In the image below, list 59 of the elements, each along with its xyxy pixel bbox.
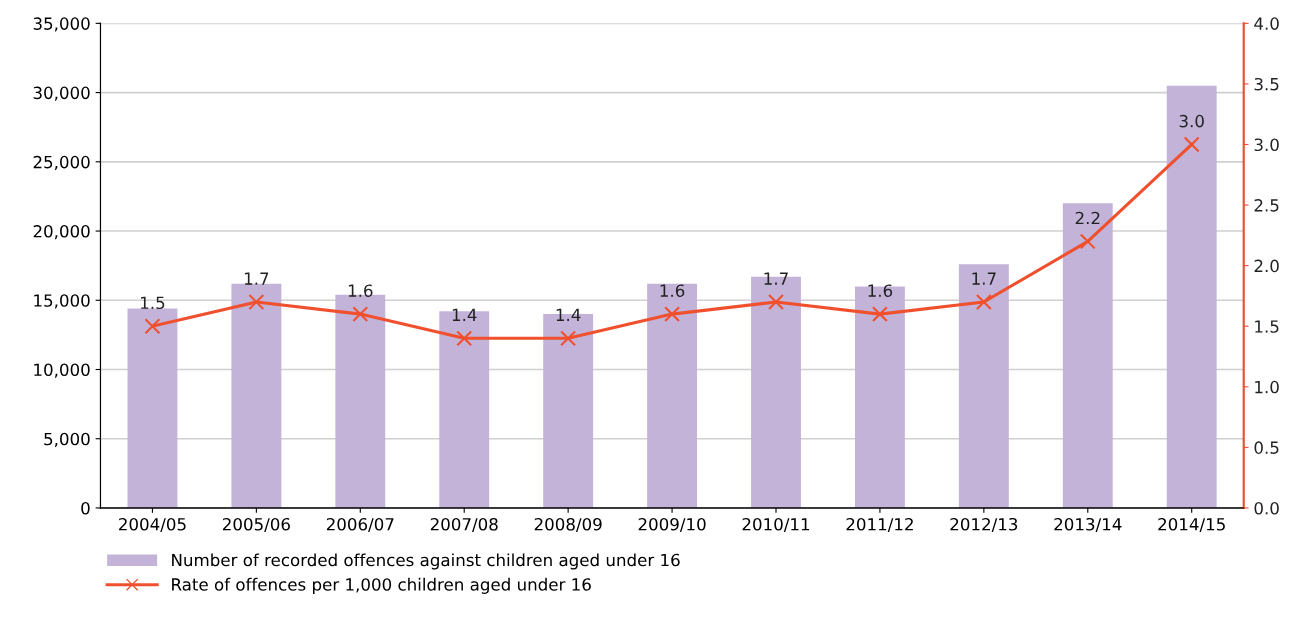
point bbox=[975, 294, 992, 310]
x-tick-label: 2012/13 bbox=[950, 517, 1018, 532]
bar bbox=[127, 308, 178, 508]
y-tick-label: 25,000 bbox=[33, 155, 90, 171]
point bbox=[456, 330, 473, 347]
data-label: 1.4 bbox=[556, 308, 581, 321]
y2-tick-label: 0.0 bbox=[1254, 501, 1279, 515]
legend-label: Number of recorded offences against children aged under 16 bbox=[172, 553, 680, 570]
data-label: 1.7 bbox=[972, 272, 996, 285]
bar bbox=[854, 286, 905, 508]
x-tick-label: 2010/11 bbox=[742, 517, 810, 532]
y2-tick-label: 4.0 bbox=[1254, 17, 1279, 30]
data-label: 2.2 bbox=[1075, 211, 1100, 225]
point bbox=[664, 306, 681, 323]
y2-tick-label: 1.0 bbox=[1255, 380, 1279, 394]
data-label: 1.4 bbox=[452, 308, 477, 321]
bar bbox=[1062, 203, 1113, 508]
y-tick-label: 15,000 bbox=[34, 294, 90, 309]
data-label: 1.6 bbox=[660, 284, 685, 297]
x-tick-label: 2006/07 bbox=[326, 517, 394, 532]
x-tick-label: 2007/08 bbox=[430, 517, 498, 532]
x-tick-label: 2009/10 bbox=[638, 517, 706, 532]
y-tick-label: 30,000 bbox=[33, 86, 90, 101]
x-tick-label: 2013/14 bbox=[1054, 517, 1122, 532]
point bbox=[1079, 233, 1096, 250]
y2-tick-label: 3.5 bbox=[1254, 77, 1279, 91]
y2-tick-label: 1.5 bbox=[1255, 320, 1279, 333]
data-label: 1.7 bbox=[764, 272, 788, 285]
y-tick-label: 0 bbox=[81, 501, 90, 515]
data-label: 1.5 bbox=[141, 296, 165, 310]
y2-tick-label: 3.0 bbox=[1254, 138, 1279, 152]
y2-tick-label: 0.5 bbox=[1254, 441, 1279, 454]
point bbox=[768, 294, 784, 310]
data-label: 1.6 bbox=[348, 284, 373, 297]
point bbox=[871, 306, 888, 323]
x-tick-label: 2004/05 bbox=[119, 517, 186, 532]
data-label: 1.6 bbox=[868, 284, 893, 297]
point bbox=[352, 306, 369, 323]
x-tick-label: 2008/09 bbox=[534, 517, 602, 532]
x-tick-label: 2011/12 bbox=[846, 517, 913, 532]
data-label: 1.7 bbox=[244, 272, 269, 285]
bar bbox=[1166, 85, 1217, 508]
point bbox=[560, 330, 577, 347]
bar bbox=[231, 283, 282, 508]
point bbox=[144, 318, 161, 335]
x-tick-label: 2005/06 bbox=[222, 517, 290, 532]
bar bbox=[647, 283, 698, 508]
y-tick-label: 35,000 bbox=[33, 17, 90, 32]
point bbox=[248, 294, 265, 310]
y-tick-label: 5,000 bbox=[44, 432, 90, 447]
y2-tick-label: 2.0 bbox=[1254, 259, 1279, 273]
y2-tick-label: 2.5 bbox=[1254, 199, 1279, 212]
legend-label: Rate of offences per 1,000 children aged under 16 bbox=[172, 577, 591, 594]
point bbox=[1183, 136, 1200, 153]
x-tick-label: 2014/15 bbox=[1158, 517, 1225, 532]
bar bbox=[958, 264, 1009, 508]
y-tick-label: 10,000 bbox=[34, 363, 90, 378]
y-tick-label: 20,000 bbox=[33, 225, 90, 240]
data-label: 3.0 bbox=[1179, 114, 1204, 128]
